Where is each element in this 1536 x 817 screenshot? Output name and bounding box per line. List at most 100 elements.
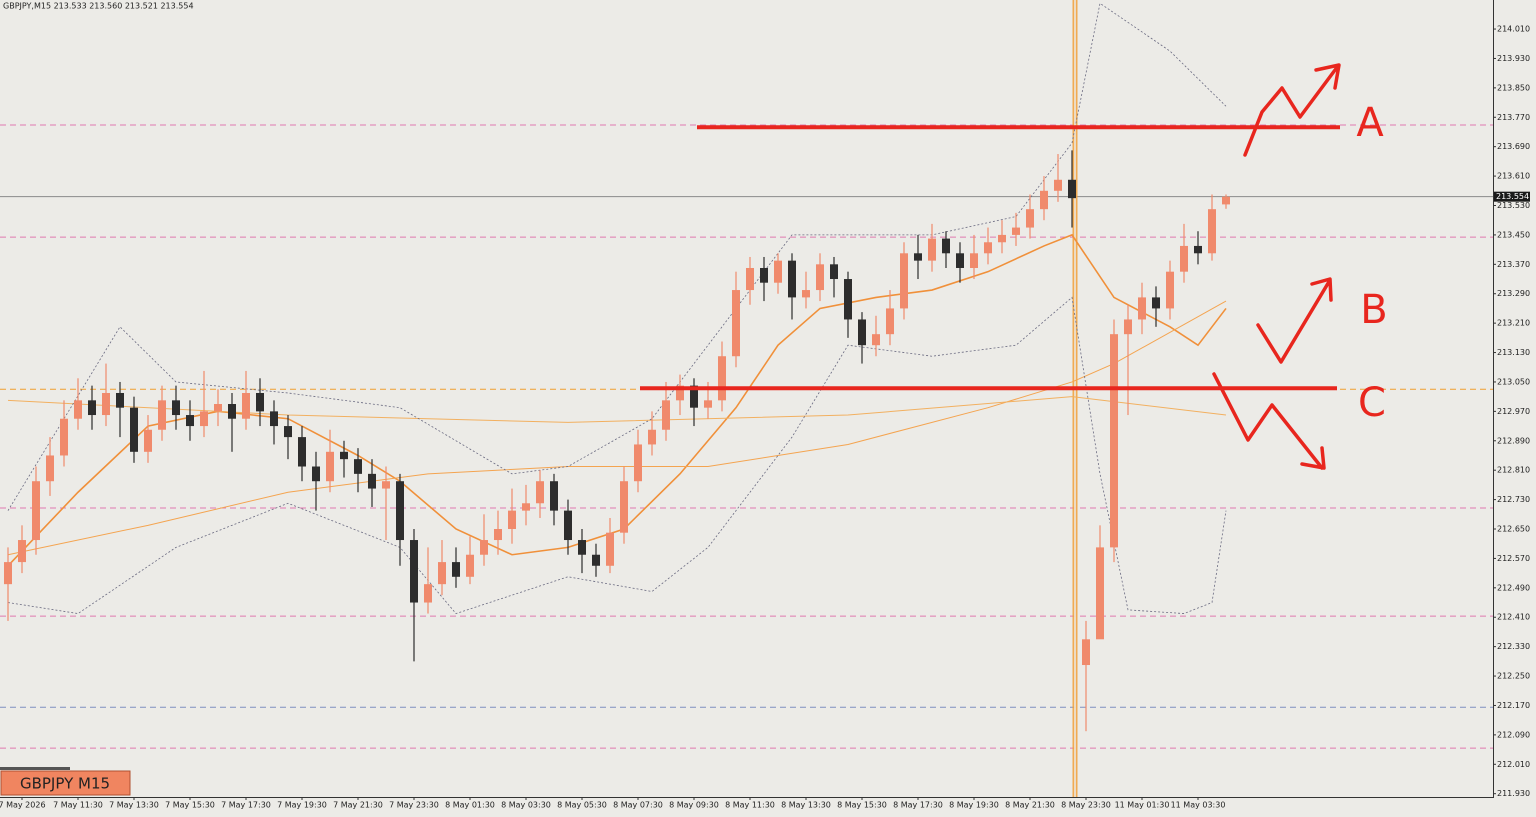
hand-arrows [1212, 63, 1341, 470]
header: GBPJPY,M15 213.533 213.560 213.521 213.5… [3, 2, 194, 11]
arrow-check [1256, 277, 1333, 364]
candle-body [942, 238, 950, 254]
x-tick-label: 8 May 03:30 [501, 801, 551, 810]
x-tick-label: 7 May 23:30 [389, 801, 439, 810]
candle-body [368, 473, 376, 489]
candle-body [144, 429, 152, 452]
arrow-down [1212, 372, 1326, 470]
candle-body [1194, 245, 1202, 254]
candle-body [214, 404, 222, 412]
y-tick-label: 213.210 [1497, 319, 1530, 328]
candle-body [760, 267, 768, 283]
candle-body [46, 455, 54, 482]
candle-body [158, 400, 166, 430]
candle-body [872, 334, 880, 346]
y-tick-label: 212.650 [1497, 525, 1530, 534]
y-tick-label: 213.130 [1497, 348, 1530, 357]
candle-body [326, 451, 334, 482]
candle-body [480, 540, 488, 555]
candle-body [438, 562, 446, 585]
candle-body [858, 319, 866, 346]
candle-body [564, 510, 572, 541]
candle-body [424, 584, 432, 603]
x-tick-label: 8 May 21:30 [1005, 801, 1055, 810]
candles [4, 150, 1230, 732]
indicator-line [7, 2, 1227, 511]
annotation-label: B [1360, 287, 1387, 333]
x-tick-label: 7 May 15:30 [165, 801, 215, 810]
y-tick-label: 213.050 [1497, 377, 1530, 386]
candle-body [312, 466, 320, 482]
symbol-box [0, 770, 131, 796]
y-tick-label: 213.690 [1497, 142, 1530, 151]
candle-body [634, 444, 642, 482]
x-tick-label: 7 May 13:30 [109, 801, 159, 810]
y-tick-label: 213.850 [1497, 83, 1530, 92]
y-tick-label: 213.930 [1497, 54, 1530, 63]
y-tick-label: 212.490 [1497, 583, 1530, 592]
x-tick-label: 7 May 11:30 [53, 801, 103, 810]
candle-body [186, 415, 194, 427]
candle-body [130, 407, 138, 452]
candle-body [102, 392, 110, 416]
y-tick-label: 212.890 [1497, 436, 1530, 445]
x-tick-label: 7 May 17:30 [221, 801, 271, 810]
candle-body [676, 385, 684, 401]
x-tick-label: 7 May 19:30 [277, 801, 327, 810]
candle-body [508, 510, 516, 530]
x-tick-label: 11 May 01:30 [1115, 801, 1170, 810]
candle-body [494, 529, 502, 541]
candle-body [788, 260, 796, 298]
y-tick-label: 213.370 [1497, 260, 1530, 269]
candle-body [298, 437, 306, 467]
candle-body [1040, 190, 1048, 210]
candle-body [718, 356, 726, 401]
candle-body [256, 392, 264, 412]
x-tick-label: 8 May 05:30 [557, 801, 607, 810]
candle-body [620, 481, 628, 533]
symbol-label: GBPJPY M15 [20, 775, 110, 793]
candle-body [998, 234, 1006, 243]
candle-body [396, 481, 404, 541]
x-tick-label: 8 May 19:30 [949, 801, 999, 810]
candle-body [18, 540, 26, 563]
candle-body [1012, 227, 1020, 235]
x-tick-label: 8 May 15:30 [837, 801, 887, 810]
candle-body [1180, 245, 1188, 272]
x-axis-ticks: 7 May 2026 7 May 11:30 7 May 13:30 7 May 15… [0, 797, 1225, 810]
y-tick-label: 213.290 [1497, 289, 1530, 298]
annotations: A B C [640, 63, 1388, 470]
candle-body [774, 260, 782, 283]
candle-body [1208, 209, 1216, 254]
candle-body [550, 481, 558, 511]
y-tick-label: 212.330 [1497, 642, 1530, 651]
y-tick-label: 212.170 [1497, 701, 1530, 710]
candle-body [606, 532, 614, 566]
candle-body [522, 503, 530, 511]
candle-body [1124, 319, 1132, 335]
y-tick-label: 212.730 [1497, 495, 1530, 504]
x-tick-label: 8 May 09:30 [669, 801, 719, 810]
candle-body [1054, 179, 1062, 191]
candle-body [74, 400, 82, 419]
candle-body [172, 400, 180, 416]
candle-body [844, 279, 852, 320]
candle-body [886, 308, 894, 335]
candle-body [1110, 334, 1118, 548]
candle-body [1068, 179, 1076, 199]
candle-body [732, 290, 740, 357]
indicator-line [7, 296, 1227, 615]
candle-body [830, 264, 838, 280]
candle-body [228, 404, 236, 419]
candle-body [648, 429, 656, 445]
candle-body [466, 554, 474, 577]
candle-body [354, 459, 362, 474]
candle-body [1152, 297, 1160, 309]
candle-body [802, 290, 810, 298]
candle-body [284, 426, 292, 438]
y-tick-label: 213.530 [1497, 201, 1530, 210]
x-tick-label: 7 May 2026 [0, 801, 46, 810]
candle-body [536, 481, 544, 504]
candle-body [970, 253, 978, 268]
y-axis-ticks: 214.010 213.930 213.850 213.770 213.690 213.6… [1493, 25, 1530, 798]
